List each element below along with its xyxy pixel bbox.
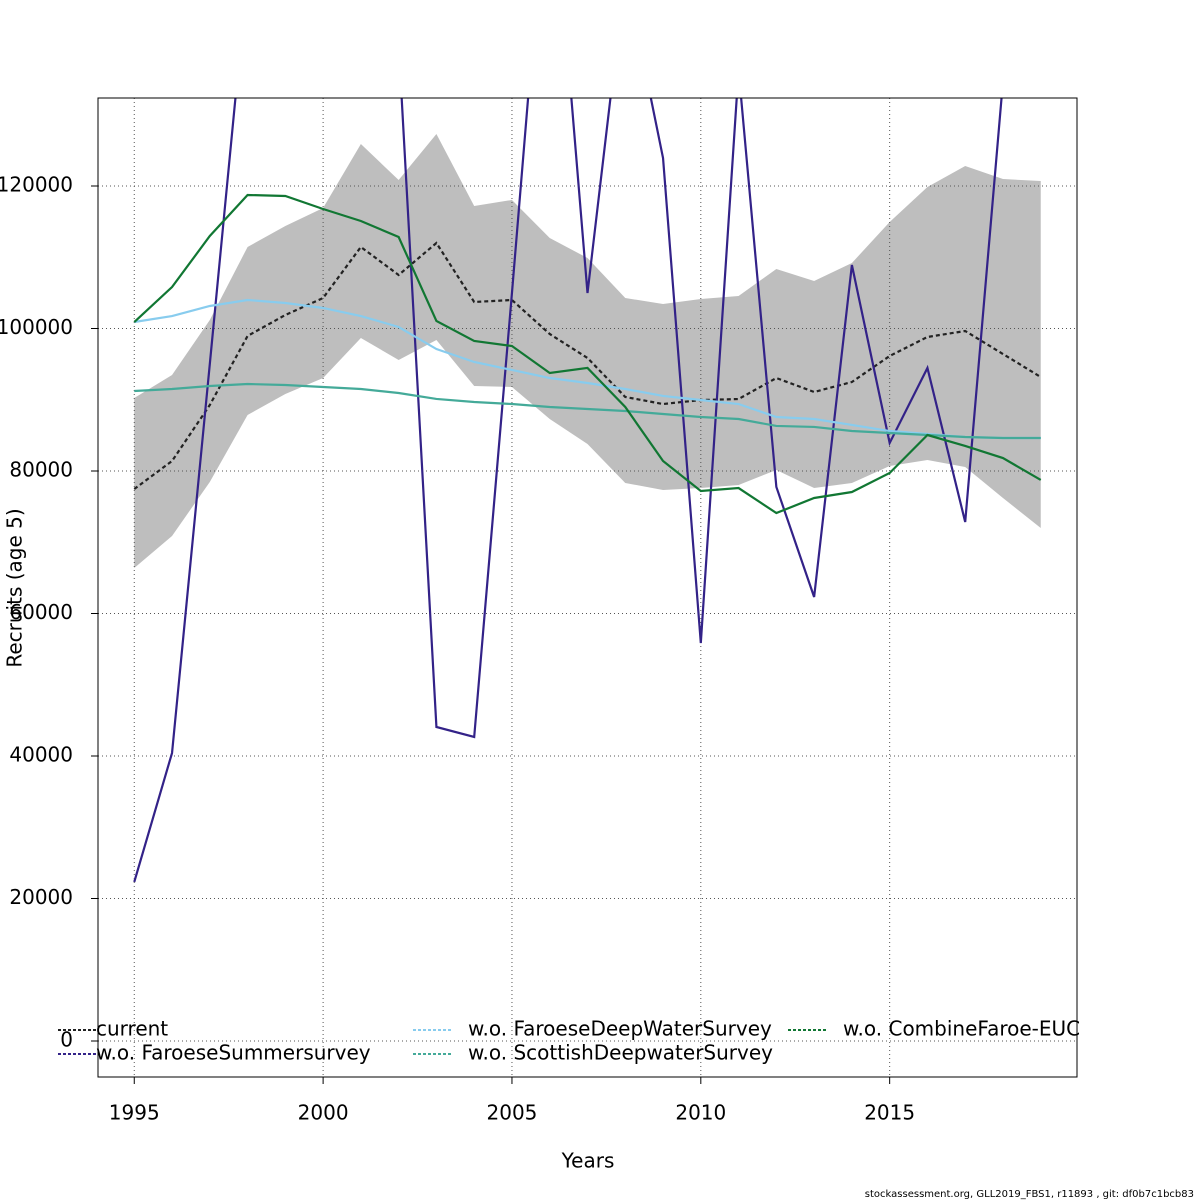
plot-area — [98, 98, 1077, 1077]
series-line — [133, 193, 1042, 515]
legend-label: w.o. FaroeseSummersurvey — [96, 1041, 371, 1065]
series-line — [134, 382, 1041, 440]
x-tick-label: 2005 — [487, 1101, 538, 1125]
y-tick-label: 40000 — [9, 742, 73, 766]
x-tick-label: 1995 — [109, 1101, 160, 1125]
footnote: stockassessment.org, GLL2019_FBS1, r1189… — [865, 1189, 1194, 1200]
legend-label: w.o. FaroeseDeepWaterSurvey — [468, 1017, 772, 1041]
x-tick-label: 2000 — [298, 1101, 349, 1125]
legend-label: w.o. CombineFaroe-EUC — [843, 1017, 1080, 1041]
x-tick-label: 2010 — [675, 1101, 726, 1125]
y-tick-label: 60000 — [9, 600, 73, 624]
y-tick-label: 100000 — [0, 315, 73, 339]
y-tick-label: 80000 — [9, 457, 73, 481]
y-tick-label: 0 — [60, 1027, 73, 1051]
y-tick-label: 20000 — [9, 885, 73, 909]
x-tick-label: 2015 — [864, 1101, 915, 1125]
confidence-band — [134, 133, 1041, 568]
y-axis-label: Recruits (age 5) — [3, 508, 27, 667]
series-line — [134, 298, 1041, 440]
series-line — [133, 98, 1003, 883]
y-tick-label: 120000 — [0, 172, 73, 196]
legend-label: w.o. ScottishDeepwaterSurvey — [468, 1041, 773, 1065]
legend-label: current — [96, 1017, 168, 1041]
plot-frame — [97, 97, 1078, 1078]
x-axis-label: Years — [561, 1149, 615, 1173]
